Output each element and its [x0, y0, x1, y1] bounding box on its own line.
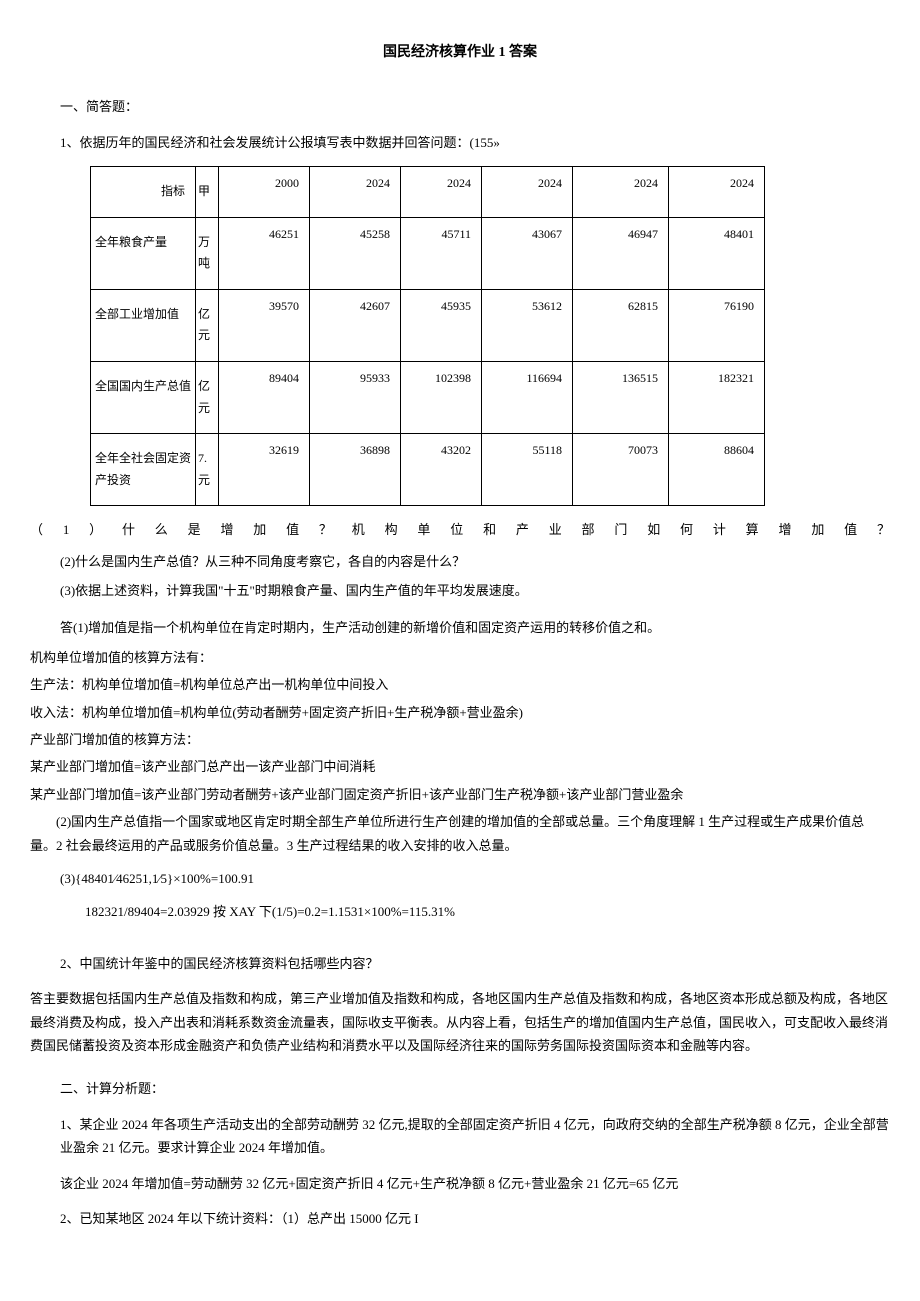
cell: 45711 — [401, 217, 482, 289]
th-y4: 2024 — [573, 166, 669, 217]
cell: 116694 — [482, 361, 573, 433]
th-y3: 2024 — [482, 166, 573, 217]
cell: 95933 — [310, 361, 401, 433]
cell: 43202 — [401, 434, 482, 506]
section-1-heading: 一、简答题： — [60, 95, 890, 118]
a1-p8: (2)国内生产总值指一个国家或地区肯定时期全部生产单位所进行生产创建的增加值的全… — [30, 810, 890, 857]
cell: 32619 — [219, 434, 310, 506]
a1-p4: 收入法：机构单位增加值=机构单位(劳动者酬劳+固定资产折旧+生产税净额+营业盈余… — [30, 701, 890, 724]
cell: 182321 — [669, 361, 765, 433]
cell-label: 全年全社会固定资产投资 — [91, 434, 196, 506]
c2-q: 2、已知某地区 2024 年以下统计资料：（1）总产出 15000 亿元 I — [60, 1207, 890, 1230]
cell: 43067 — [482, 217, 573, 289]
table-row: 全年粮食产量 万吨 46251 45258 45711 43067 46947 … — [91, 217, 765, 289]
cell: 46251 — [219, 217, 310, 289]
cell: 55118 — [482, 434, 573, 506]
a1-p7: 某产业部门增加值=该产业部门劳动者酬劳+该产业部门固定资产折旧+该产业部门生产税… — [30, 783, 890, 806]
a1-p10: 182321/89404=2.03929 按 XAY 下(1/5)=0.2=1.… — [85, 900, 890, 923]
cell: 62815 — [573, 289, 669, 361]
cell-unit: 亿元 — [196, 361, 219, 433]
th-y2: 2024 — [401, 166, 482, 217]
cell-unit: 7. 元 — [196, 434, 219, 506]
th-y0: 2000 — [219, 166, 310, 217]
cell-label: 全年粮食产量 — [91, 217, 196, 289]
cell: 45258 — [310, 217, 401, 289]
q1-sub3: (3)依据上述资料，计算我国"十五"时期粮食产量、国内生产值的年平均发展速度。 — [60, 579, 890, 602]
cell: 36898 — [310, 434, 401, 506]
cell-label: 全部工业增加值 — [91, 289, 196, 361]
table-header-row: 指标 甲 2000 2024 2024 2024 2024 2024 — [91, 166, 765, 217]
cell: 70073 — [573, 434, 669, 506]
c1-q: 1、某企业 2024 年各项生产活动支出的全部劳动酬劳 32 亿元,提取的全部固… — [60, 1113, 890, 1160]
th-y1: 2024 — [310, 166, 401, 217]
a1-p3: 生产法：机构单位增加值=机构单位总产出一机构单位中间投入 — [30, 673, 890, 696]
a1-p9: (3){48401⁄46251,1⁄5}×100%=100.91 — [60, 867, 890, 890]
table-row: 全年全社会固定资产投资 7. 元 32619 36898 43202 55118… — [91, 434, 765, 506]
cell: 46947 — [573, 217, 669, 289]
cell: 76190 — [669, 289, 765, 361]
th-indicator: 指标 — [91, 166, 196, 217]
th-unit: 甲 — [196, 166, 219, 217]
q2-intro: 2、中国统计年鉴中的国民经济核算资料包括哪些内容？ — [60, 952, 890, 975]
a1-p2: 机构单位增加值的核算方法有： — [30, 646, 890, 669]
q1-sub2: (2)什么是国内生产总值？从三种不同角度考察它，各自的内容是什么？ — [60, 550, 890, 573]
data-table-wrap: 指标 甲 2000 2024 2024 2024 2024 2024 全年粮食产… — [90, 166, 890, 506]
c1-a: 该企业 2024 年增加值=劳动酬劳 32 亿元+固定资产折旧 4 亿元+生产税… — [60, 1172, 890, 1195]
cell-unit: 亿元 — [196, 289, 219, 361]
cell: 88604 — [669, 434, 765, 506]
cell: 53612 — [482, 289, 573, 361]
cell: 48401 — [669, 217, 765, 289]
cell: 136515 — [573, 361, 669, 433]
cell-unit: 万吨 — [196, 217, 219, 289]
cell: 45935 — [401, 289, 482, 361]
cell: 89404 — [219, 361, 310, 433]
section-2-heading: 二、计算分析题： — [60, 1077, 890, 1100]
q1-sub1: （1）什么是增加值？机构单位和产业部门如何计算增加值？ — [30, 518, 890, 541]
cell: 42607 — [310, 289, 401, 361]
a1-p5: 产业部门增加值的核算方法： — [30, 728, 890, 751]
a1-p6: 某产业部门增加值=该产业部门总产出一该产业部门中间消耗 — [30, 755, 890, 778]
table-row: 全国国内生产总值 亿元 89404 95933 102398 116694 13… — [91, 361, 765, 433]
cell-label: 全国国内生产总值 — [91, 361, 196, 433]
a2-p1: 答主要数据包括国内生产总值及指数和构成，第三产业增加值及指数和构成，各地区国内生… — [30, 987, 890, 1057]
page-title: 国民经济核算作业 1 答案 — [30, 40, 890, 65]
cell: 39570 — [219, 289, 310, 361]
q1-intro: 1、依据历年的国民经济和社会发展统计公报填写表中数据并回答问题：(155» — [60, 131, 890, 154]
data-table: 指标 甲 2000 2024 2024 2024 2024 2024 全年粮食产… — [90, 166, 765, 506]
th-y5: 2024 — [669, 166, 765, 217]
table-row: 全部工业增加值 亿元 39570 42607 45935 53612 62815… — [91, 289, 765, 361]
cell: 102398 — [401, 361, 482, 433]
a1-p1: 答(1)增加值是指一个机构单位在肯定时期内，生产活动创建的新增价值和固定资产运用… — [60, 616, 890, 639]
